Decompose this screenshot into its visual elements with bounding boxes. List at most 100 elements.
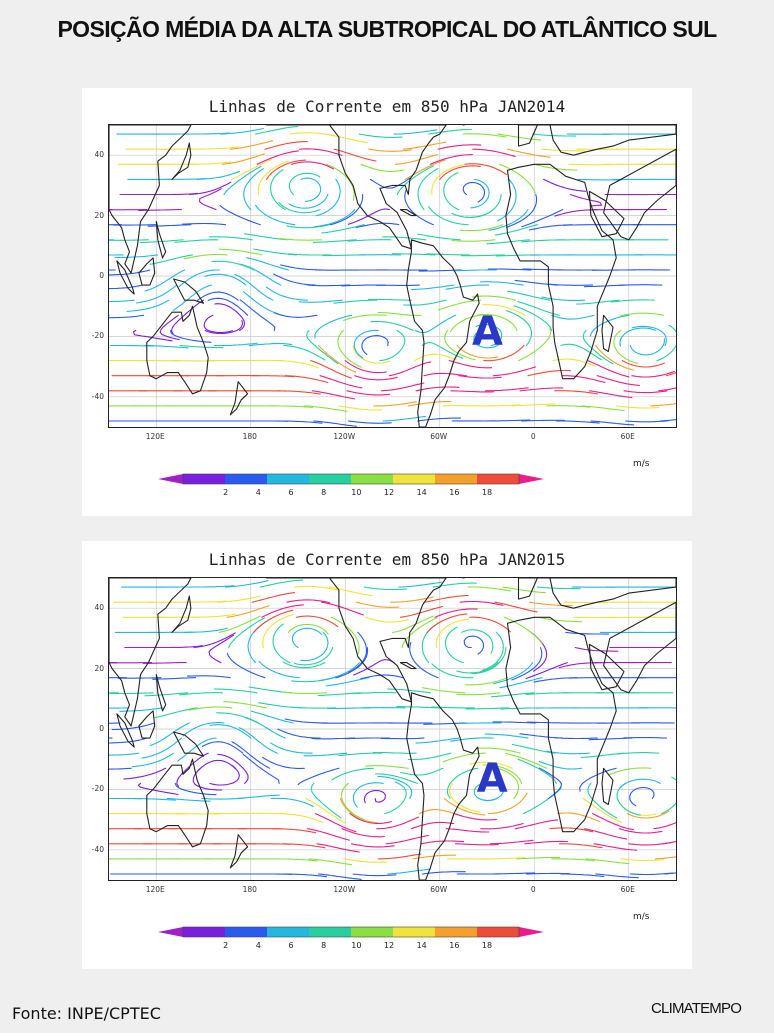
streamline <box>479 281 524 286</box>
streamline <box>272 623 291 664</box>
streamline <box>343 858 387 863</box>
streamline <box>490 692 535 698</box>
streamline <box>214 303 246 331</box>
streamline <box>462 181 486 203</box>
streamline <box>229 140 274 150</box>
streamline <box>333 148 377 162</box>
streamline <box>555 420 600 424</box>
streamline <box>246 257 290 271</box>
streamline <box>292 706 337 709</box>
colorbar-tick-label: 12 <box>383 941 395 950</box>
streamline <box>395 153 439 165</box>
streamline <box>661 776 676 815</box>
streamline <box>364 765 409 769</box>
streamline <box>615 752 660 755</box>
streamline <box>591 813 635 831</box>
streamline <box>465 193 502 218</box>
lat-tick-label: 20 <box>94 663 104 673</box>
streamline <box>444 626 464 664</box>
colorbar <box>158 473 544 485</box>
streamline <box>132 329 173 342</box>
streamline-map <box>108 577 677 881</box>
colorbar-min-arrow <box>158 474 183 484</box>
streamline <box>275 360 319 369</box>
streamline <box>469 761 513 769</box>
streamline <box>353 329 379 359</box>
streamline <box>407 400 452 407</box>
streamline <box>144 692 189 697</box>
streamline <box>517 758 557 784</box>
streamline <box>631 370 675 378</box>
streamline <box>619 327 657 347</box>
streamline <box>623 390 668 394</box>
streamline <box>549 827 594 833</box>
lat-tick-label: -40 <box>91 391 104 401</box>
streamline <box>109 299 135 303</box>
colorbar-tick-label: 4 <box>255 941 261 950</box>
lat-tick-label: -40 <box>91 844 104 854</box>
streamline <box>376 816 419 830</box>
colorbar-segment <box>393 474 435 484</box>
colorbar-segment <box>267 927 309 937</box>
colorbar-unit: m/s <box>633 459 650 469</box>
streamline <box>265 286 308 301</box>
streamline <box>283 344 326 361</box>
streamline <box>497 178 517 222</box>
streamline <box>454 843 499 846</box>
streamline <box>294 585 339 591</box>
streamline <box>315 178 341 217</box>
streamline <box>399 605 443 618</box>
streamline <box>312 239 357 243</box>
streamline <box>631 325 667 347</box>
streamline <box>186 675 231 679</box>
streamline <box>111 722 156 731</box>
streamline <box>521 419 566 422</box>
streamline <box>513 305 553 331</box>
streamline <box>388 361 432 377</box>
coastline-arabia <box>588 190 625 238</box>
streamline <box>132 797 176 801</box>
streamline <box>426 613 468 633</box>
colorbar-segment <box>351 474 393 484</box>
streamline <box>347 208 390 225</box>
streamline <box>530 631 548 672</box>
streamline <box>429 154 473 165</box>
colorbar-tick-label: 12 <box>383 488 395 497</box>
streamline <box>368 148 413 152</box>
streamline <box>262 756 305 769</box>
coastline-europe <box>517 578 676 609</box>
streamline <box>188 706 233 711</box>
coastline-south-america <box>406 239 480 427</box>
streamline <box>172 284 212 311</box>
colorbar-max-arrow <box>519 927 544 937</box>
streamline <box>438 299 482 311</box>
streamline <box>142 662 187 664</box>
coastline-india-sea <box>109 578 192 727</box>
streamline <box>396 165 435 196</box>
streamline <box>629 338 665 356</box>
lon-tick-label: 60W <box>430 432 448 441</box>
streamline <box>565 631 610 635</box>
streamline <box>409 641 439 679</box>
colorbar-tick-label: 2 <box>223 941 229 950</box>
streamline <box>553 737 598 740</box>
streamline <box>524 840 569 845</box>
streamline <box>203 314 234 334</box>
coastline-asia <box>603 601 676 694</box>
streamline <box>337 329 362 368</box>
lat-tick-label: 40 <box>94 150 104 160</box>
streamline <box>372 751 417 754</box>
streamline <box>239 299 276 331</box>
streamline <box>295 615 339 628</box>
streamline <box>365 616 409 623</box>
streamline <box>370 320 414 331</box>
streamline <box>475 324 503 347</box>
streamline <box>352 691 397 695</box>
colorbar-frame <box>182 473 520 485</box>
streamline <box>303 752 348 757</box>
colorbar-unit: m/s <box>633 912 650 922</box>
coastline-new-zealand <box>229 834 249 869</box>
streamline <box>650 403 676 407</box>
streamline <box>402 141 447 150</box>
lon-tick-label: 60E <box>620 432 635 441</box>
